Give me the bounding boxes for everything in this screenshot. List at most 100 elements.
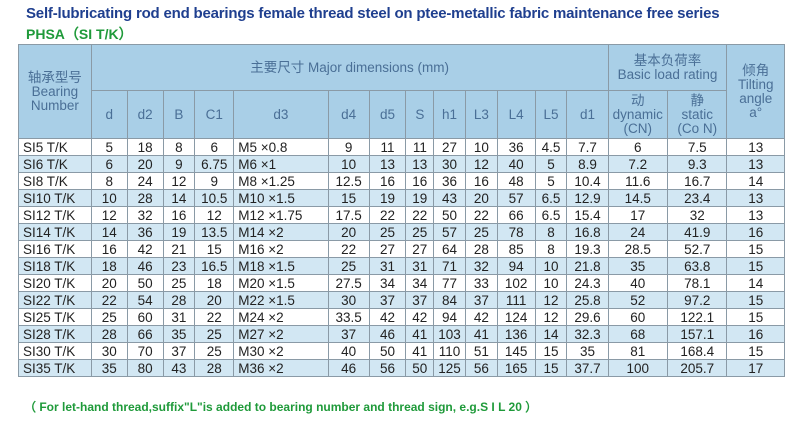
table-cell: 9 xyxy=(327,138,370,156)
table-cell: 32 xyxy=(666,206,728,224)
table-cell: 15 xyxy=(726,257,785,275)
dimension-header-d: d xyxy=(90,90,128,139)
table-cell: 34 xyxy=(405,274,435,292)
table-cell: 10 xyxy=(327,155,370,173)
table-cell: 12 xyxy=(162,172,196,190)
table-cell: 19 xyxy=(368,189,407,207)
table-cell: 16 xyxy=(464,172,498,190)
table-cell: 15 xyxy=(534,342,568,360)
table-cell: 6.75 xyxy=(194,155,235,173)
bearing-number-cell: SI18 T/K xyxy=(18,257,92,275)
table-cell: 37 xyxy=(162,342,196,360)
table-cell: 66 xyxy=(496,206,536,224)
table-cell: 4.5 xyxy=(534,138,568,156)
table-cell: 14 xyxy=(726,172,785,190)
table-cell: 32.3 xyxy=(566,325,609,343)
table-cell: 7.7 xyxy=(566,138,609,156)
table-cell: 165 xyxy=(496,359,536,377)
table-cell: 85 xyxy=(496,240,536,258)
table-cell: 22 xyxy=(405,206,435,224)
table-cell: 46 xyxy=(327,359,370,377)
table-cell: 40 xyxy=(607,274,668,292)
table-cell: 42 xyxy=(464,308,498,326)
table-cell: 19 xyxy=(162,223,196,241)
table-cell: 77 xyxy=(433,274,466,292)
bearing-number-cell: SI28 T/K xyxy=(18,325,92,343)
dimension-header-c1: C1 xyxy=(194,90,235,139)
table-cell: 9 xyxy=(194,172,235,190)
table-cell: 66 xyxy=(126,325,164,343)
dimension-header-d5: d5 xyxy=(368,90,407,139)
table-cell: 12 xyxy=(194,206,235,224)
table-cell: 6.5 xyxy=(534,189,568,207)
table-cell: 8 xyxy=(534,240,568,258)
table-cell: 16 xyxy=(726,223,785,241)
table-cell: M22 ×1.5 xyxy=(233,291,329,309)
bearing-number-cell: SI10 T/K xyxy=(18,189,92,207)
table-cell: 28 xyxy=(162,291,196,309)
table-cell: 10.5 xyxy=(194,189,235,207)
table-cell: 13 xyxy=(405,155,435,173)
table-cell: 46 xyxy=(368,325,407,343)
table-cell: 37.7 xyxy=(566,359,609,377)
table-cell: 33 xyxy=(464,274,498,292)
table-cell: 13 xyxy=(726,189,785,207)
table-cell: 36 xyxy=(433,172,466,190)
table-cell: 6 xyxy=(90,155,128,173)
table-row: SI20 T/K 20 50 25 18 M20 ×1.5 27.5 34 34 77 33 102 1… xyxy=(18,274,785,292)
table-cell: 9 xyxy=(162,155,196,173)
table-cell: 23 xyxy=(162,257,196,275)
table-cell: 16 xyxy=(368,172,407,190)
dimension-header-h1: h1 xyxy=(433,90,466,139)
table-cell: 78.1 xyxy=(666,274,728,292)
table-cell: 24 xyxy=(126,172,164,190)
table-cell: M10 ×1.5 xyxy=(233,189,329,207)
table-cell: 5 xyxy=(534,155,568,173)
table-cell: 6.5 xyxy=(534,206,568,224)
table-cell: 28 xyxy=(194,359,235,377)
table-cell: 60 xyxy=(607,308,668,326)
table-cell: M6 ×1 xyxy=(233,155,329,173)
table-cell: 51 xyxy=(464,342,498,360)
bearing-number-cell: SI20 T/K xyxy=(18,274,92,292)
bearing-number-cell: SI22 T/K xyxy=(18,291,92,309)
table-cell: 20 xyxy=(464,189,498,207)
table-cell: 12.5 xyxy=(327,172,370,190)
table-cell: 28.5 xyxy=(607,240,668,258)
table-cell: 25 xyxy=(368,223,407,241)
table-cell: 16 xyxy=(405,172,435,190)
table-cell: 35 xyxy=(162,325,196,343)
table-cell: M27 ×2 xyxy=(233,325,329,343)
table-cell: M18 ×1.5 xyxy=(233,257,329,275)
table-cell: 7.5 xyxy=(666,138,728,156)
table-cell: 37 xyxy=(368,291,407,309)
table-cell: 50 xyxy=(405,359,435,377)
table-cell: 16.7 xyxy=(666,172,728,190)
table-cell: 42 xyxy=(368,308,407,326)
table-cell: 25 xyxy=(194,342,235,360)
table-cell: 13 xyxy=(726,155,785,173)
table-cell: 30 xyxy=(327,291,370,309)
table-cell: 20 xyxy=(327,223,370,241)
table-cell: 57 xyxy=(433,223,466,241)
table-cell: 15 xyxy=(726,291,785,309)
table-cell: 34 xyxy=(368,274,407,292)
table-cell: 15 xyxy=(327,189,370,207)
table-cell: 42 xyxy=(126,240,164,258)
table-cell: 57 xyxy=(496,189,536,207)
table-cell: 37 xyxy=(327,325,370,343)
table-cell: 21 xyxy=(162,240,196,258)
table-cell: 42 xyxy=(405,308,435,326)
table-cell: 25.8 xyxy=(566,291,609,309)
table-cell: 13 xyxy=(726,206,785,224)
table-cell: 15 xyxy=(726,308,785,326)
table-cell: 17 xyxy=(726,359,785,377)
table-cell: 80 xyxy=(126,359,164,377)
table-cell: 22 xyxy=(464,206,498,224)
table-row: SI18 T/K 18 46 23 16.5 M18 ×1.5 25 31 31 71 32 94 10… xyxy=(18,257,785,275)
table-cell: 16.8 xyxy=(566,223,609,241)
table-cell: 43 xyxy=(433,189,466,207)
bearing-number-header: 轴承型号 Bearing Number xyxy=(18,44,92,139)
table-cell: 20 xyxy=(194,291,235,309)
table-cell: 7.2 xyxy=(607,155,668,173)
